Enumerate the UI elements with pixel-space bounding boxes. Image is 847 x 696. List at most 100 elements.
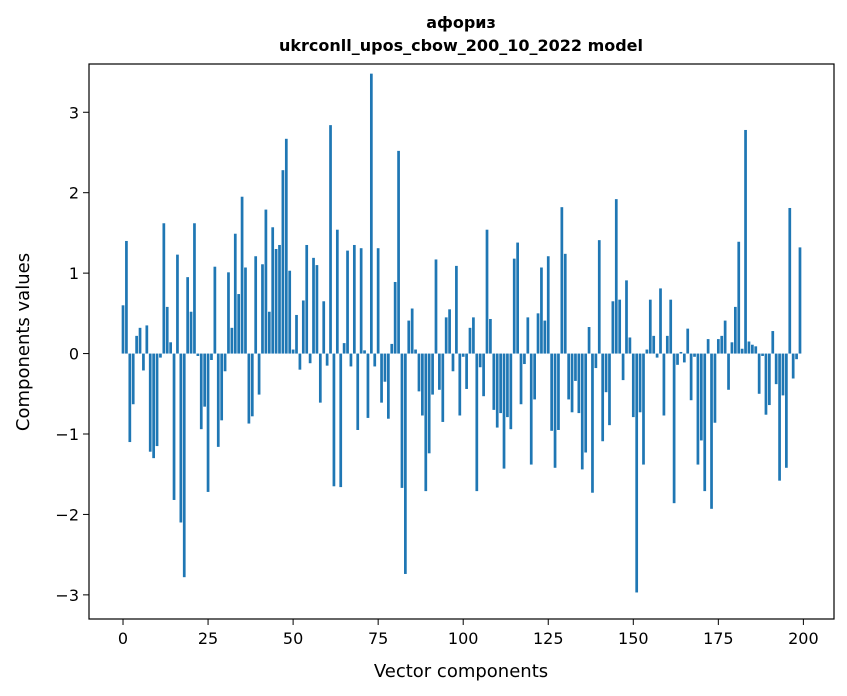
bar <box>489 318 492 354</box>
bar <box>485 229 489 354</box>
bar <box>553 353 557 468</box>
chart-title-line2: ukrconll_upos_cbow_200_10_2022 model <box>279 36 643 55</box>
bar <box>591 353 594 493</box>
bar <box>608 353 611 426</box>
bar <box>172 353 176 500</box>
bar <box>451 353 455 372</box>
bar <box>189 311 193 354</box>
bar <box>597 240 601 354</box>
bar <box>455 265 458 354</box>
bar <box>284 138 288 354</box>
y-tick-label: −1 <box>55 425 79 444</box>
x-tick-label: 125 <box>533 629 564 648</box>
bar <box>135 335 138 354</box>
bar <box>366 353 370 418</box>
bar <box>791 353 795 379</box>
bar <box>482 353 485 397</box>
bar <box>295 314 298 354</box>
bar <box>689 353 693 401</box>
bar <box>308 353 312 364</box>
bar <box>557 353 560 430</box>
bar <box>427 353 431 454</box>
bar <box>244 267 247 354</box>
bar <box>312 257 315 354</box>
x-tick-label: 100 <box>448 629 479 648</box>
bar <box>199 353 203 430</box>
bar <box>407 320 411 354</box>
bar <box>359 248 363 354</box>
bar <box>693 353 696 357</box>
bar <box>757 353 761 394</box>
bar <box>421 353 424 416</box>
bar <box>380 353 383 403</box>
bar <box>781 353 785 396</box>
bar <box>696 353 700 465</box>
bar <box>210 353 213 360</box>
bar <box>247 353 251 424</box>
bar <box>369 73 373 354</box>
bar <box>441 353 445 422</box>
bar <box>128 353 132 443</box>
bar <box>563 253 567 354</box>
bar <box>322 301 326 354</box>
bar <box>795 353 798 360</box>
bar <box>543 320 547 354</box>
bar <box>332 353 336 487</box>
bar <box>138 327 142 354</box>
bar <box>618 299 622 354</box>
bar <box>335 229 339 354</box>
bar <box>733 306 737 354</box>
bar <box>363 350 366 354</box>
bar <box>550 353 554 431</box>
bar <box>611 301 615 354</box>
bar <box>659 288 662 354</box>
y-tick-label: −2 <box>55 505 79 524</box>
bar <box>448 309 451 354</box>
bar <box>461 353 465 357</box>
bar <box>614 199 618 354</box>
x-tick-label: 0 <box>118 629 128 648</box>
x-tick-label: 50 <box>283 629 303 648</box>
bar <box>131 353 135 405</box>
bar <box>438 353 441 390</box>
bar <box>478 353 482 368</box>
bar <box>580 353 584 470</box>
bar <box>230 327 234 354</box>
bar <box>176 254 179 354</box>
x-tick-label: 25 <box>198 629 218 648</box>
y-tick-label: 1 <box>69 264 79 283</box>
bar <box>233 233 237 354</box>
bar <box>519 353 523 405</box>
bar <box>356 353 360 430</box>
bar <box>220 353 224 421</box>
bar <box>227 272 230 354</box>
bar <box>237 294 241 354</box>
bar <box>240 196 244 354</box>
y-tick-label: 2 <box>69 184 79 203</box>
x-tick-label: 200 <box>788 629 819 648</box>
bar <box>444 317 448 354</box>
chart-title-line1: афориз <box>426 13 496 32</box>
bar <box>706 339 710 354</box>
bar <box>278 244 281 354</box>
bar <box>434 259 438 354</box>
bar <box>506 353 509 418</box>
bar <box>716 339 720 354</box>
bar <box>301 300 305 354</box>
bar <box>625 280 628 354</box>
bar <box>699 353 703 441</box>
bar <box>390 343 394 354</box>
bar <box>747 341 751 354</box>
bar <box>393 281 397 354</box>
bar <box>509 353 513 430</box>
bar <box>682 353 686 363</box>
bar <box>662 353 666 416</box>
bar <box>628 337 632 354</box>
bar <box>686 328 690 354</box>
bar <box>468 327 472 354</box>
bar <box>352 244 356 354</box>
bar <box>788 207 792 354</box>
bar <box>216 353 220 447</box>
bar <box>472 317 475 354</box>
